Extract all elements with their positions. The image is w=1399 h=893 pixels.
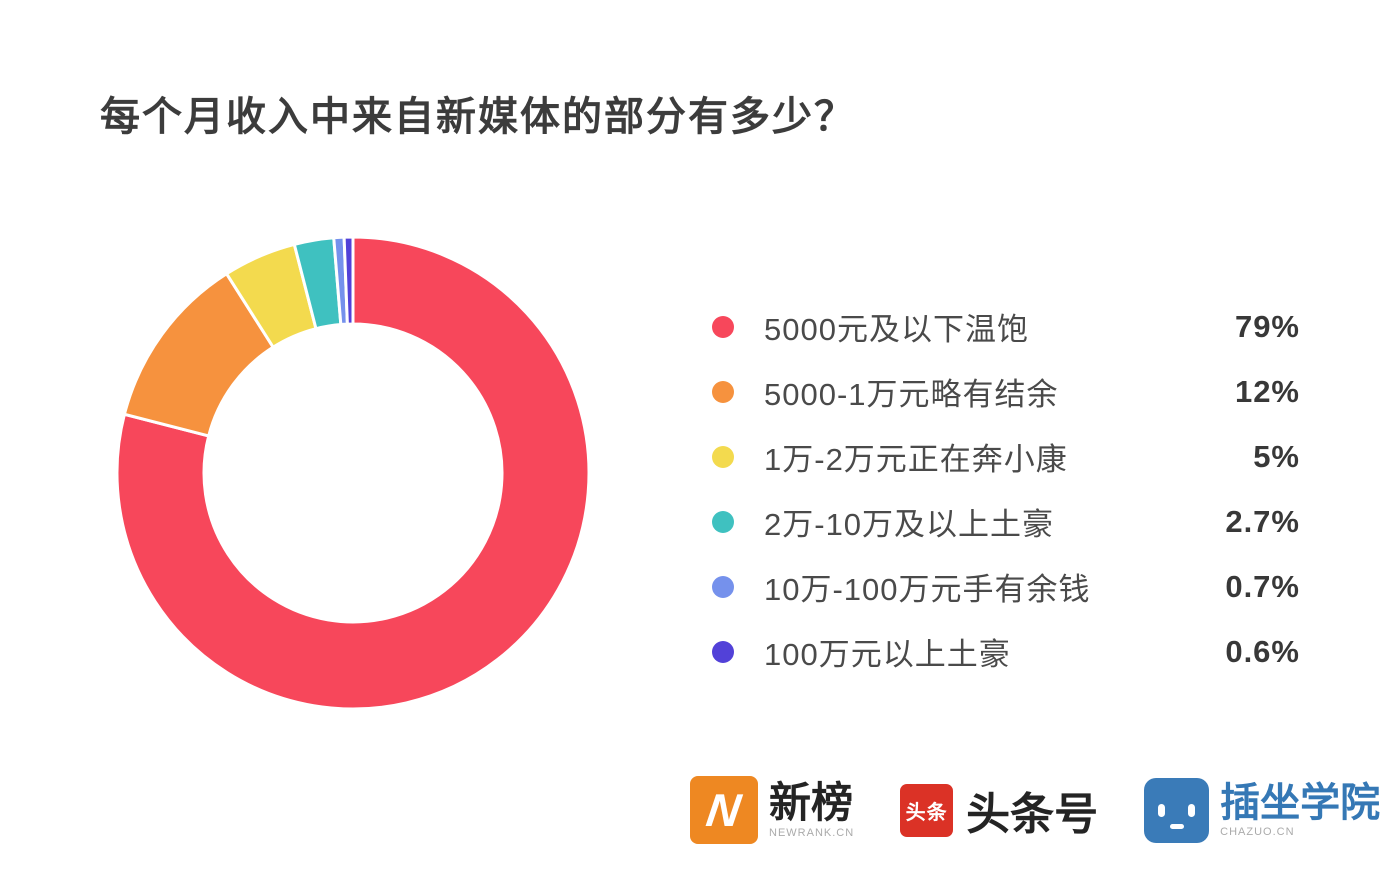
legend-label: 5000元及以下温饱 [764, 312, 1029, 347]
toutiao-logo-icon: 头条 [900, 783, 954, 837]
toutiao-logo-text: 头条 [905, 801, 948, 824]
chart-legend: 5000元及以下温饱 79% 5000-1万元略有结余 12% 1万-2万元正在… [700, 294, 1300, 684]
chazuo-robot-face-icon [1144, 777, 1210, 843]
legend-value: 5% [1253, 438, 1300, 474]
legend-item: 1万-2万元正在奔小康 5% [700, 424, 1300, 489]
legend-value: 2.7% [1225, 503, 1300, 539]
legend-item: 10万-100万元手有余钱 0.7% [700, 554, 1300, 619]
donut-slice-0 [115, 235, 591, 711]
legend-label: 2万-10万及以上土豪 [764, 507, 1055, 542]
robot-left-eye [1158, 803, 1166, 817]
legend-item: 5000元及以下温饱 79% [700, 294, 1300, 359]
legend-label: 1万-2万元正在奔小康 [764, 442, 1068, 477]
robot-right-eye [1188, 803, 1196, 817]
legend-value: 0.7% [1225, 568, 1300, 604]
legend-value: 0.6% [1225, 633, 1300, 669]
brand-newrank: N 新榜 NEWRANK.CN [690, 776, 854, 844]
legend-item: 5000-1万元略有结余 12% [700, 359, 1300, 424]
legend-color-dot [712, 640, 734, 663]
donut-slice-5 [342, 235, 355, 326]
legend-label: 5000-1万元略有结余 [764, 377, 1059, 412]
newrank-logo-icon: N [690, 776, 758, 844]
newrank-n-glyph: N [703, 784, 745, 836]
legend-color-dot [712, 575, 734, 598]
brand-toutiao: 头条 头条号 [900, 778, 1098, 842]
legend-value: 12% [1234, 373, 1300, 409]
newrank-url: NEWRANK.CN [769, 827, 855, 840]
legend-value: 79% [1234, 308, 1300, 344]
chazuo-url: CHAZUO.CN [1220, 826, 1295, 838]
brand-chazuo: 插坐学院 CHAZUO.CN [1144, 777, 1381, 843]
newrank-name: 新榜 [769, 778, 854, 826]
toutiao-name: 头条号 [966, 790, 1099, 839]
legend-color-dot [712, 510, 734, 533]
chazuo-name: 插坐学院 [1220, 781, 1381, 825]
chart-title: 每个月收入中来自新媒体的部分有多少？ [100, 95, 856, 139]
legend-color-dot [712, 380, 734, 403]
donut-chart [103, 223, 603, 723]
donut-chart-svg [115, 235, 591, 711]
legend-label: 10万-100万元手有余钱 [764, 572, 1091, 607]
robot-mouth [1169, 823, 1184, 829]
legend-label: 100万元以上土豪 [764, 637, 1011, 672]
legend-color-dot [712, 445, 734, 468]
legend-item: 2万-10万及以上土豪 2.7% [700, 489, 1300, 554]
legend-color-dot [712, 315, 734, 338]
brand-footer: N 新榜 NEWRANK.CN 头条 头条号 插坐学院 CHAZUO.CN [690, 768, 1380, 852]
legend-item: 100万元以上土豪 0.6% [700, 619, 1300, 684]
